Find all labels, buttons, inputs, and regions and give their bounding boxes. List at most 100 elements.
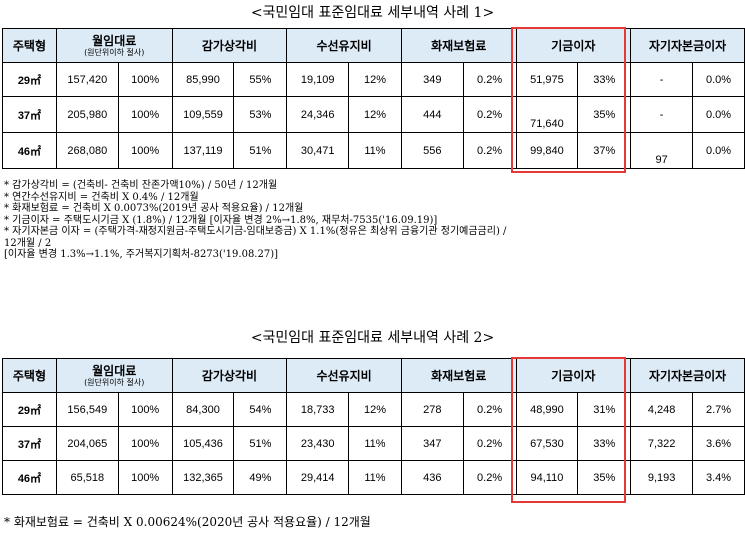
header-type: 주택형 — [2, 358, 57, 393]
cell-rent: 156,549 — [55, 392, 119, 427]
note-line: * 자기자본금 이자 = (주택가격-재정지원금-주택도시기금-임대보증금) X… — [4, 226, 507, 237]
cell-dep-pct: 53% — [233, 96, 288, 133]
cell-int-pct: 33% — [577, 426, 632, 461]
cell-rent-pct: 100% — [117, 96, 173, 133]
table2-title: <국민임대 표준임대료 세부내역 사례 2> — [250, 330, 495, 346]
cell-fire: 349 — [400, 62, 464, 97]
cell-own: 7,322 — [630, 426, 694, 461]
cell-dep: 85,990 — [171, 62, 235, 97]
cell-type: 46㎡ — [2, 132, 57, 169]
header-rent-label: 월임대료 — [92, 34, 137, 48]
cell-own-pct: 3.6% — [692, 426, 745, 461]
cell-rep: 23,430 — [286, 426, 350, 461]
cell-fire: 444 — [400, 96, 464, 133]
cell-dep: 84,300 — [171, 392, 235, 427]
table-row: 37㎡ 204,065 100% 105,436 51% 23,430 11% … — [2, 426, 745, 461]
cell-rent: 268,080 — [55, 132, 119, 169]
cell-rep: 30,471 — [286, 132, 350, 169]
header-fire-insurance: 화재보험료 — [400, 358, 517, 393]
header-fund-interest: 기금이자 — [515, 358, 632, 393]
table-row: 46㎡ 268,080 100% 137,119 51% 30,471 11% … — [2, 132, 745, 169]
cell-rep-pct: 12% — [348, 96, 402, 133]
header-rent-label: 월임대료 — [92, 364, 137, 378]
cell-rent-pct: 100% — [117, 460, 173, 495]
header-repair: 수선유지비 — [286, 358, 402, 393]
cell-rep-pct: 11% — [348, 460, 402, 495]
cell-int: 71,640 — [515, 96, 579, 133]
header-type: 주택형 — [2, 28, 57, 63]
table-row: 37㎡ 205,980 100% 109,559 53% 24,346 12% … — [2, 96, 745, 133]
header-equity-interest: 자기자본금이자 — [630, 358, 745, 393]
cell-int: 67,530 — [515, 426, 579, 461]
cell-own: - — [630, 62, 693, 97]
header-rent-sub: (원단위이하 절사) — [84, 378, 145, 387]
rent-breakdown-table-1: 주택형 월임대료 (원단위이하 절사) 감가상각비 수선유지비 화재보험료 기금… — [2, 28, 745, 169]
table-row: 29㎡ 157,420 100% 85,990 55% 19,109 12% 3… — [2, 62, 745, 97]
cell-rent-pct: 100% — [117, 132, 173, 169]
cell-dep: 137,119 — [171, 132, 235, 169]
cell-int-pct: 37% — [577, 132, 632, 169]
cell-dep-pct: 55% — [233, 62, 288, 97]
cell-dep: 105,436 — [171, 426, 235, 461]
cell-fire: 436 — [400, 460, 464, 495]
cell-int: 99,840 — [515, 132, 579, 169]
cell-int: 51,975 — [515, 62, 579, 97]
cell-fire-pct: 0.2% — [462, 426, 517, 461]
cell-dep-pct: 51% — [233, 132, 288, 169]
cell-rent: 157,420 — [55, 62, 119, 97]
cell-type: 29㎡ — [2, 62, 57, 97]
note-line: * 연간수선유지비 = 건축비 X 0.4% / 12개월 — [4, 191, 199, 203]
cell-rep-pct: 12% — [348, 62, 402, 97]
cell-dep-pct: 51% — [233, 426, 288, 461]
header-fund-interest: 기금이자 — [515, 28, 632, 63]
cell-rep: 24,346 — [286, 96, 350, 133]
cell-int-pct: 35% — [577, 460, 632, 495]
cell-rep: 29,414 — [286, 460, 350, 495]
header-repair: 수선유지비 — [286, 28, 402, 63]
note-line: 12개월 / 2 — [4, 237, 52, 249]
cell-rent: 204,065 — [55, 426, 119, 461]
cell-dep-pct: 49% — [233, 460, 288, 495]
cell-type: 29㎡ — [2, 392, 57, 427]
header-depreciation: 감가상각비 — [171, 28, 288, 63]
table1-notes: * 감가상각비 = (건축비- 건축비 잔존가액10%) / 50년 / 12개… — [4, 180, 744, 261]
cell-own: 9,193 — [630, 460, 694, 495]
note-line: * 감가상각비 = (건축비- 건축비 잔존가액10%) / 50년 / 12개… — [4, 180, 278, 191]
cell-rent-pct: 100% — [117, 62, 173, 97]
cell-fire-pct: 0.2% — [462, 132, 517, 169]
rent-breakdown-table-2: 주택형 월임대료 (원단위이하 절사) 감가상각비 수선유지비 화재보험료 기금… — [2, 358, 745, 495]
cell-type: 37㎡ — [2, 96, 57, 133]
cell-dep: 132,365 — [171, 460, 235, 495]
cell-type: 46㎡ — [2, 460, 57, 495]
cell-rep-pct: 11% — [348, 426, 402, 461]
cell-fire-pct: 0.2% — [462, 460, 517, 495]
header-rent-sub: (원단위이하 절사) — [84, 48, 145, 57]
cell-int-pct: 35% — [577, 96, 632, 133]
cell-fire-pct: 0.2% — [462, 62, 517, 97]
cell-own: - — [630, 96, 693, 133]
cell-own-pct: 0.0% — [692, 132, 745, 169]
cell-fire: 347 — [400, 426, 464, 461]
cell-own: 97 — [630, 132, 693, 169]
cell-rep-pct: 12% — [348, 392, 402, 427]
cell-dep-pct: 54% — [233, 392, 288, 427]
cell-own-pct: 0.0% — [692, 96, 745, 133]
header-depreciation: 감가상각비 — [171, 358, 288, 393]
cell-fire-pct: 0.2% — [462, 96, 517, 133]
header-fire-insurance: 화재보험료 — [400, 28, 517, 63]
table-header-row: 주택형 월임대료 (원단위이하 절사) 감가상각비 수선유지비 화재보험료 기금… — [2, 358, 745, 393]
cell-fire: 556 — [400, 132, 464, 169]
cell-int: 94,110 — [515, 460, 579, 495]
table-row: 46㎡ 65,518 100% 132,365 49% 29,414 11% 4… — [2, 460, 745, 495]
cell-rent: 65,518 — [55, 460, 119, 495]
cell-rent-pct: 100% — [117, 426, 173, 461]
table-row: 29㎡ 156,549 100% 84,300 54% 18,733 12% 2… — [2, 392, 745, 427]
cell-rep: 18,733 — [286, 392, 350, 427]
cell-own-pct: 3.4% — [692, 460, 745, 495]
header-rent: 월임대료 (원단위이하 절사) — [55, 28, 173, 63]
cell-dep: 109,559 — [171, 96, 235, 133]
table1-title: <국민임대 표준임대료 세부내역 사례 1> — [250, 5, 495, 21]
cell-int-pct: 33% — [577, 62, 632, 97]
cell-rent-pct: 100% — [117, 392, 173, 427]
cell-own: 4,248 — [630, 392, 694, 427]
